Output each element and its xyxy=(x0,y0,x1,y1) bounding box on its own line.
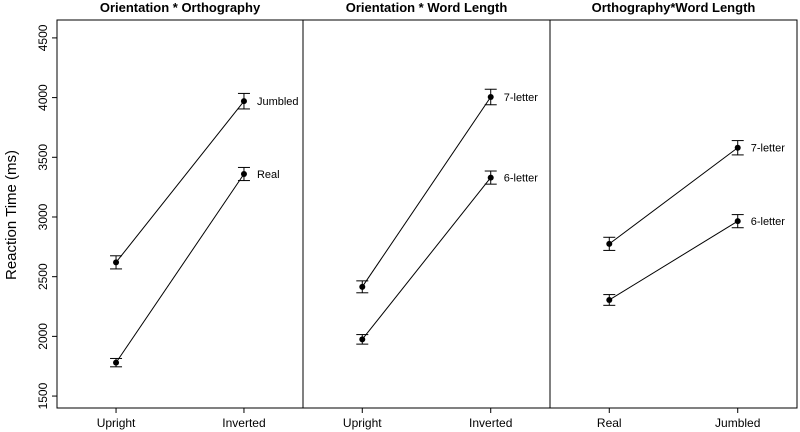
series-label: 6-letter xyxy=(751,216,786,228)
x-tick-label: Upright xyxy=(343,416,382,430)
y-tick-label: 4000 xyxy=(36,84,50,111)
data-point xyxy=(113,259,120,266)
y-tick-label: 1500 xyxy=(36,382,50,409)
series-label: 7-letter xyxy=(504,92,539,104)
data-point xyxy=(487,94,494,101)
data-point xyxy=(113,359,120,366)
data-point xyxy=(606,240,613,247)
data-point xyxy=(606,296,613,303)
panel-title: Orientation * Word Length xyxy=(346,0,508,15)
panel-1: Orientation * Orthography Upright Inverted… xyxy=(56,0,304,430)
x-tick-label: Real xyxy=(597,416,622,430)
y-tick-label: 2000 xyxy=(36,323,50,350)
series-line xyxy=(115,100,245,263)
data-point xyxy=(359,336,366,343)
y-tick-label: 3500 xyxy=(36,144,50,171)
series-line xyxy=(608,147,739,245)
data-point xyxy=(240,98,247,105)
y-tick-label: 3000 xyxy=(36,203,50,230)
x-tick-label: Jumbled xyxy=(715,416,760,430)
data-point xyxy=(734,144,741,151)
y-axis-title: Reaction Time (ms) xyxy=(3,150,20,280)
data-point xyxy=(734,218,741,225)
data-point xyxy=(359,283,366,290)
panel-frame xyxy=(302,19,551,409)
series-line xyxy=(609,220,738,301)
series-line xyxy=(361,96,492,288)
panel-title: Orientation * Orthography xyxy=(100,0,261,15)
series-label: 6-letter xyxy=(504,173,539,185)
series-line xyxy=(361,177,492,340)
x-tick-label: Inverted xyxy=(222,416,265,430)
data-point xyxy=(487,174,494,181)
y-tick-label: 4500 xyxy=(36,24,50,51)
panel-frame xyxy=(56,19,304,409)
panel-2: Orientation * Word Length Upright Inverted… xyxy=(302,0,551,430)
x-tick-label: Inverted xyxy=(469,416,512,430)
series-label: Real xyxy=(257,169,280,181)
x-tick-label: Upright xyxy=(97,416,136,430)
panel-3: Orthography*Word Length Real Jumbled 7-lett… xyxy=(549,0,798,430)
series-line xyxy=(115,173,245,363)
y-tick-label: 2500 xyxy=(36,263,50,290)
series-label: 7-letter xyxy=(751,143,786,155)
data-point xyxy=(240,171,247,178)
panel-frame xyxy=(549,19,798,409)
series-label: Jumbled xyxy=(257,96,299,108)
panel-title: Orthography*Word Length xyxy=(592,0,756,15)
